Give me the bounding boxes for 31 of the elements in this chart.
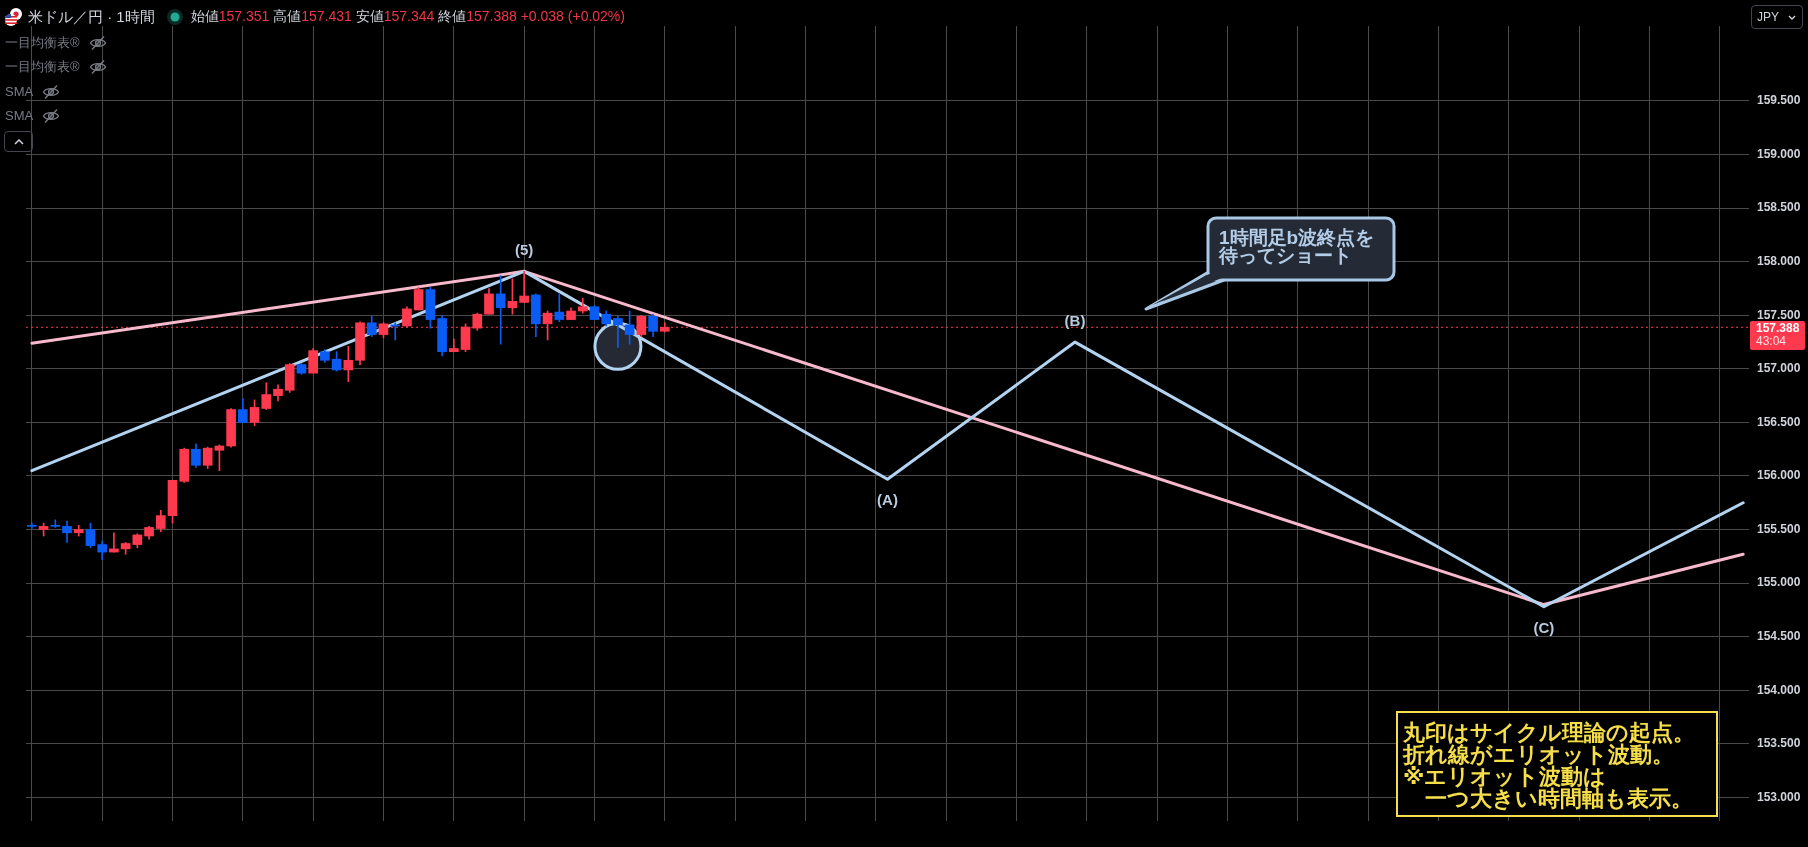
annotation: (B) xyxy=(1064,312,1086,330)
chart-title: 米ドル／円 · 1時間 xyxy=(28,7,155,27)
annotation: (A) xyxy=(877,491,898,509)
candlestick xyxy=(613,316,623,348)
y-tick-label: 154.000 xyxy=(1757,682,1801,697)
y-tick-label: 159.500 xyxy=(1757,93,1801,108)
y-tick-label: 158.000 xyxy=(1757,254,1801,269)
y-tick-label: 157.500 xyxy=(1757,307,1801,322)
text: 43:04 xyxy=(1756,334,1788,349)
y-tick-label: 156.000 xyxy=(1757,468,1801,483)
y-tick-label: 157.000 xyxy=(1757,361,1801,376)
annotation: (5) xyxy=(514,241,534,259)
y-tick-label: 155.500 xyxy=(1757,521,1801,536)
ref-line-label: 157.388 xyxy=(1756,321,1801,336)
y-tick-label: 155.000 xyxy=(1757,575,1801,590)
candlestick xyxy=(519,271,529,303)
y-axis-title: JPY xyxy=(1757,10,1780,24)
y-tick-label: 153.000 xyxy=(1757,789,1801,804)
annotation: SMA xyxy=(5,84,34,100)
candlestick xyxy=(495,275,506,345)
annotation: 一目均衡表® xyxy=(5,58,80,77)
y-tick-label: 158.500 xyxy=(1757,200,1801,215)
annotation: (C) xyxy=(1533,618,1555,636)
annotation: SMA xyxy=(5,108,34,124)
y-tick-label: 153.500 xyxy=(1757,736,1801,751)
y-tick-label: 154.500 xyxy=(1757,629,1801,644)
text: 始値157.351 高値157.431 安値157.344 終値157.388 +0.038 (+0.02%) xyxy=(190,8,625,24)
annotation: 1時間足b波終点を待ってショート xyxy=(1219,227,1376,266)
y-tick-label: 159.000 xyxy=(1757,146,1801,161)
y-tick-label: 156.500 xyxy=(1757,414,1801,429)
annotation: 一目均衡表® xyxy=(5,34,80,52)
